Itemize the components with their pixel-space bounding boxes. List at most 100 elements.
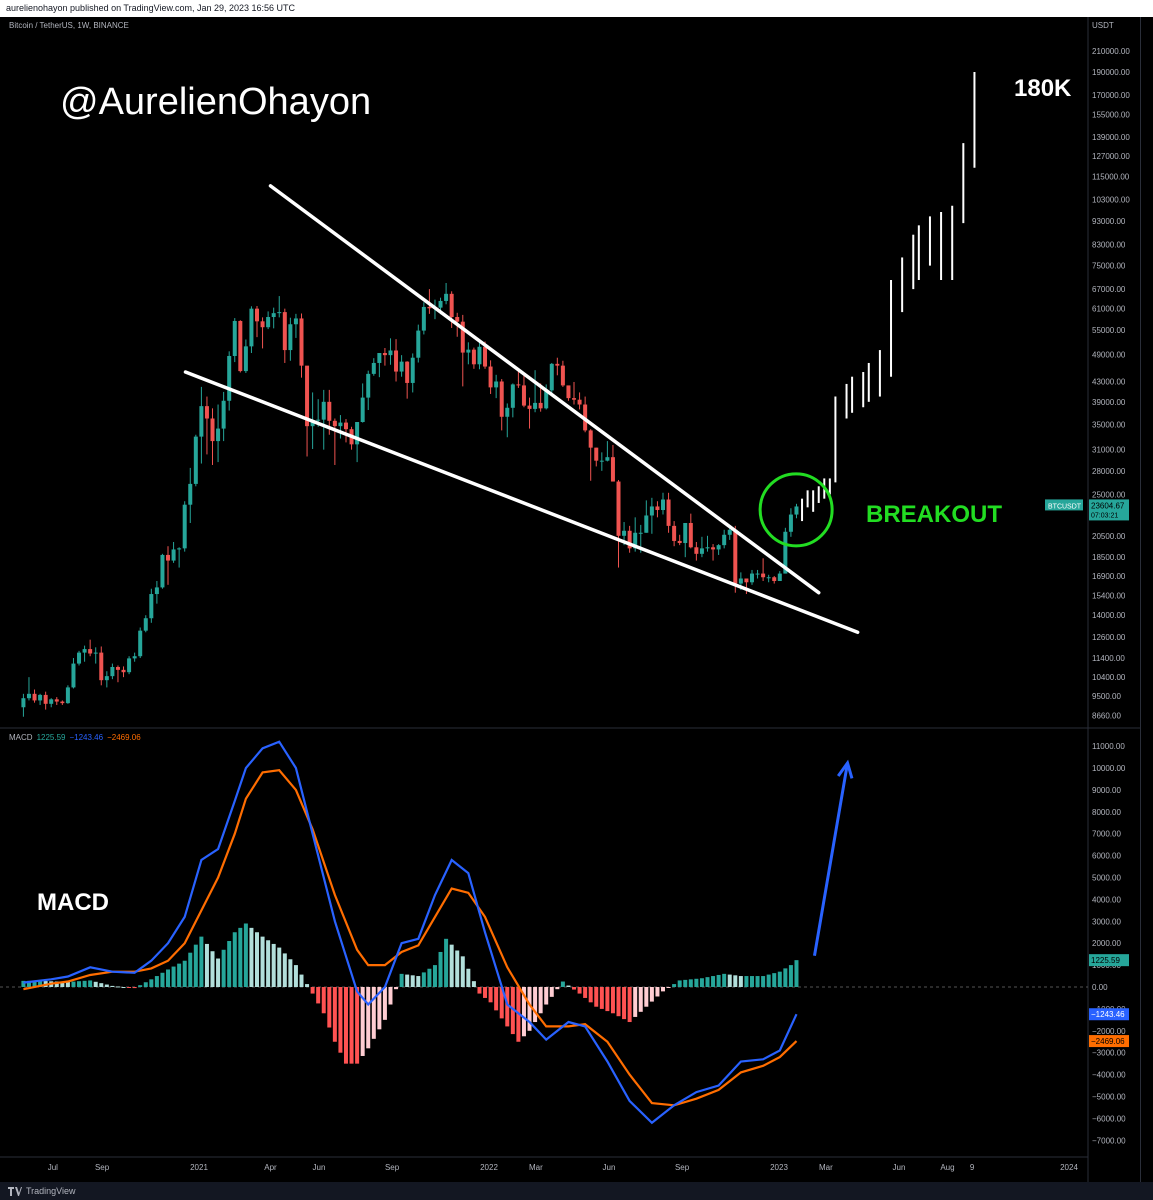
- watermark: @AurelienOhayon: [60, 81, 371, 123]
- candle-body: [93, 652, 98, 654]
- candle-body: [483, 346, 488, 367]
- candle-body: [477, 346, 482, 365]
- macd-histogram-bar: [349, 987, 354, 1064]
- trendline-lower: [183, 370, 860, 635]
- candle-body: [293, 318, 298, 325]
- macd-histogram-bar: [227, 941, 232, 987]
- macd-value-tag: −1243.46: [1091, 1010, 1125, 1019]
- macd-histogram-bar: [444, 938, 449, 987]
- candle: [699, 536, 704, 558]
- candle-body: [405, 361, 410, 383]
- candle: [488, 360, 493, 394]
- candle-body: [260, 321, 265, 328]
- candle-body: [727, 529, 732, 535]
- candle-body: [177, 548, 182, 550]
- candle: [566, 385, 571, 401]
- macd-histogram-bar: [154, 976, 159, 987]
- price-tick-label: 16900.00: [1092, 572, 1126, 581]
- macd-histogram-bar: [93, 981, 98, 987]
- macd-histogram-bar: [421, 972, 426, 987]
- macd-histogram-bar: [416, 976, 421, 987]
- macd-histogram-bar: [260, 936, 265, 987]
- candle: [355, 422, 360, 463]
- macd-histogram-bar: [666, 987, 671, 988]
- candle-body: [166, 554, 171, 561]
- candle: [210, 408, 215, 465]
- candle-body: [127, 658, 132, 673]
- time-tick-label: Jun: [893, 1163, 906, 1172]
- candle-body: [672, 525, 677, 541]
- candle-body: [572, 398, 577, 400]
- candle: [221, 391, 226, 442]
- candle: [243, 339, 248, 373]
- time-tick-label: Jun: [603, 1163, 616, 1172]
- macd-histogram-bar: [327, 987, 332, 1028]
- chart-frame[interactable]: 8660.00 9500.00 10400.00 11400.00 12600.00 14…: [0, 17, 1140, 1182]
- candle-body: [221, 400, 226, 429]
- candle-body: [43, 694, 48, 704]
- chart-svg[interactable]: 8660.00 9500.00 10400.00 11400.00 12600.00 14…: [0, 17, 1140, 1182]
- candle: [416, 324, 421, 363]
- candle-body: [310, 420, 315, 427]
- last-price-tag: [1089, 499, 1129, 521]
- price-tick-label: 12600.00: [1092, 633, 1126, 642]
- macd-tick-label: 0.00: [1092, 983, 1108, 992]
- macd-histogram-bar: [160, 972, 165, 987]
- macd-histogram-bar: [394, 987, 399, 990]
- candle-body: [716, 545, 721, 550]
- macd-histogram-bar: [533, 987, 538, 1023]
- candle: [249, 306, 254, 354]
- candle: [599, 452, 604, 471]
- candle-body: [599, 460, 604, 462]
- candle: [421, 302, 426, 335]
- macd-histogram-bar: [99, 983, 104, 987]
- candle-body: [744, 578, 749, 583]
- macd-histogram-bar: [88, 980, 93, 987]
- macd-histogram-bar: [683, 979, 688, 987]
- macd-histogram-bar: [438, 951, 443, 987]
- macd-histogram-bar: [193, 944, 198, 987]
- macd-histogram-bar: [255, 932, 259, 987]
- candle-body: [255, 308, 259, 322]
- candle-body: [210, 418, 215, 442]
- price-tick-label: 170000.00: [1092, 91, 1130, 100]
- candle-body: [171, 549, 176, 561]
- candle-body: [521, 385, 526, 406]
- macd-histogram-bar: [711, 976, 716, 987]
- macd-histogram-bar: [132, 987, 137, 989]
- macd-tick-label: −6000.00: [1092, 1114, 1126, 1123]
- candle-body: [494, 381, 499, 388]
- candle-body: [216, 428, 221, 442]
- candle: [761, 558, 766, 582]
- macd-histogram-bar: [238, 927, 243, 987]
- candle: [282, 308, 287, 363]
- candle-body: [377, 353, 382, 363]
- macd-histogram-bar: [661, 987, 665, 992]
- macd-histogram-bar: [705, 977, 710, 987]
- price-tick-label: 67000.00: [1092, 285, 1126, 294]
- macd-histogram-bar: [199, 936, 204, 987]
- candle-body: [649, 506, 654, 516]
- price-tick-label: 25000.00: [1092, 490, 1126, 499]
- macd-histogram-bar: [599, 987, 604, 1009]
- macd-histogram-bar: [299, 974, 304, 987]
- candle-body: [388, 350, 393, 356]
- candle: [188, 467, 193, 523]
- candle-body: [316, 419, 321, 421]
- candle: [271, 307, 276, 329]
- candle-body: [644, 515, 649, 533]
- candle: [627, 525, 632, 553]
- candle-body: [366, 373, 371, 398]
- candle-body: [749, 573, 754, 583]
- candle-body: [788, 514, 793, 532]
- candle: [477, 342, 482, 370]
- candle: [49, 698, 54, 708]
- macd-histogram-bar: [82, 980, 87, 987]
- candle-body: [677, 540, 682, 544]
- price-tick-label: 103000.00: [1092, 196, 1130, 205]
- candle-body: [305, 365, 310, 427]
- candle: [649, 497, 654, 534]
- candle: [71, 658, 76, 689]
- candle: [583, 396, 588, 433]
- candle: [444, 282, 449, 305]
